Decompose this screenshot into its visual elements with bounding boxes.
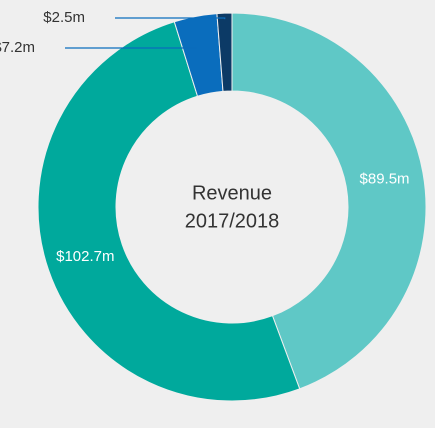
- donut-slice: [37, 21, 301, 402]
- center-title: Revenue: [192, 182, 272, 204]
- center-title: 2017/2018: [185, 210, 280, 232]
- leader-line: [115, 17, 226, 20]
- value-label: $7.2m: [0, 39, 35, 56]
- value-label: $89.5m: [360, 170, 410, 187]
- donut-slice: [231, 12, 427, 390]
- donut-slice: [216, 12, 233, 92]
- value-label: $2.5m: [43, 9, 85, 26]
- value-label: $102.7m: [56, 248, 114, 265]
